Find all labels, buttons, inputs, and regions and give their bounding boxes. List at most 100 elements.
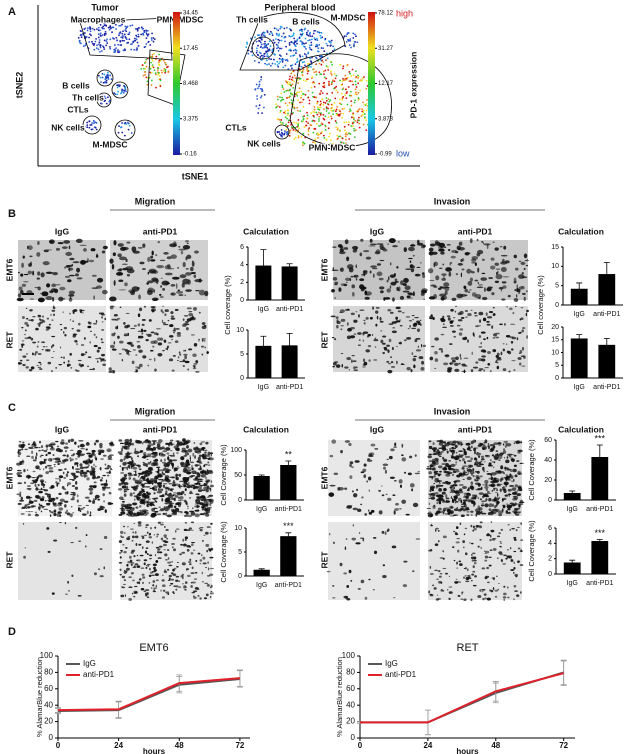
cell	[346, 585, 350, 588]
cell	[39, 498, 45, 502]
cell	[446, 244, 451, 246]
cell	[416, 242, 424, 246]
cell	[143, 590, 147, 592]
cell	[434, 358, 439, 362]
tsne-dot	[278, 106, 281, 108]
tsne-dot	[268, 58, 271, 60]
cell	[469, 470, 475, 475]
cell	[502, 563, 507, 565]
cell	[21, 262, 24, 268]
cell	[445, 481, 449, 483]
cell	[159, 259, 166, 262]
cell	[345, 281, 348, 284]
tsne-dot	[299, 110, 302, 113]
cell	[161, 319, 164, 324]
cell	[165, 506, 169, 509]
tsne-dot	[293, 54, 296, 57]
cell	[436, 484, 441, 488]
cell	[358, 339, 361, 342]
tsne-dot	[290, 72, 293, 75]
cell	[454, 500, 459, 503]
cell	[162, 483, 168, 485]
cell	[178, 496, 180, 499]
cell	[50, 497, 56, 502]
cell	[440, 318, 446, 323]
cell	[191, 543, 194, 547]
cell	[51, 592, 55, 595]
cell	[426, 467, 431, 470]
tsne-dot	[333, 147, 336, 150]
cell	[42, 485, 45, 489]
cell	[164, 486, 169, 490]
cell	[513, 584, 517, 588]
cell	[191, 591, 196, 594]
cell	[420, 367, 425, 371]
tsne-dot	[300, 34, 303, 37]
cell	[505, 335, 511, 338]
cell	[83, 353, 86, 356]
cell	[511, 487, 517, 492]
cell	[180, 250, 184, 255]
cell	[415, 274, 419, 276]
cell	[167, 557, 170, 560]
gate-outline	[82, 115, 102, 135]
tsne-dot	[306, 66, 308, 69]
cell	[66, 454, 69, 458]
tsne-dot	[346, 103, 349, 106]
cell	[206, 549, 209, 553]
cell	[332, 246, 337, 249]
cell	[362, 366, 366, 368]
tsne-dot	[309, 35, 312, 37]
cell	[502, 343, 505, 345]
tsne-dot	[320, 32, 323, 34]
cell	[517, 486, 522, 489]
tsne-dot	[324, 124, 327, 127]
cell	[47, 499, 50, 501]
cell	[445, 572, 448, 575]
cell	[198, 311, 201, 314]
cell	[476, 252, 481, 257]
tsne-dot	[278, 133, 281, 135]
tsne-dot	[274, 63, 277, 65]
cell	[162, 540, 167, 543]
cell	[439, 573, 443, 575]
cell	[20, 343, 25, 346]
cell	[106, 465, 111, 469]
cell	[332, 365, 336, 368]
cell	[514, 513, 520, 516]
cell	[447, 368, 452, 373]
cell	[379, 320, 384, 323]
cell	[142, 576, 146, 579]
tsne-dot	[275, 106, 277, 109]
cell	[451, 330, 456, 333]
cell	[367, 333, 371, 337]
tsne-dot	[167, 70, 170, 73]
cell	[70, 459, 72, 462]
tsne-dot	[327, 103, 330, 106]
tsne-dot	[99, 32, 102, 35]
tsne-dot	[77, 37, 80, 39]
cell	[472, 495, 478, 498]
tsne-dot	[109, 74, 112, 77]
cell	[210, 484, 214, 488]
column-label: Calculation	[243, 226, 289, 236]
tsne-dot	[350, 46, 352, 49]
cell	[206, 575, 211, 577]
cell	[198, 527, 201, 530]
cell	[69, 296, 72, 300]
cell	[332, 597, 336, 599]
cell	[37, 484, 40, 486]
cell	[38, 503, 41, 506]
cell	[127, 451, 129, 453]
tsne-dot	[365, 87, 368, 90]
row-label: RET	[319, 331, 329, 349]
cell	[39, 504, 43, 507]
cell	[179, 274, 187, 279]
cell	[150, 340, 156, 345]
cell	[488, 508, 492, 512]
tsne-dot	[332, 79, 334, 82]
tsne-dot	[253, 60, 256, 62]
cell	[133, 473, 138, 476]
cell	[168, 504, 173, 507]
cell	[517, 357, 522, 360]
